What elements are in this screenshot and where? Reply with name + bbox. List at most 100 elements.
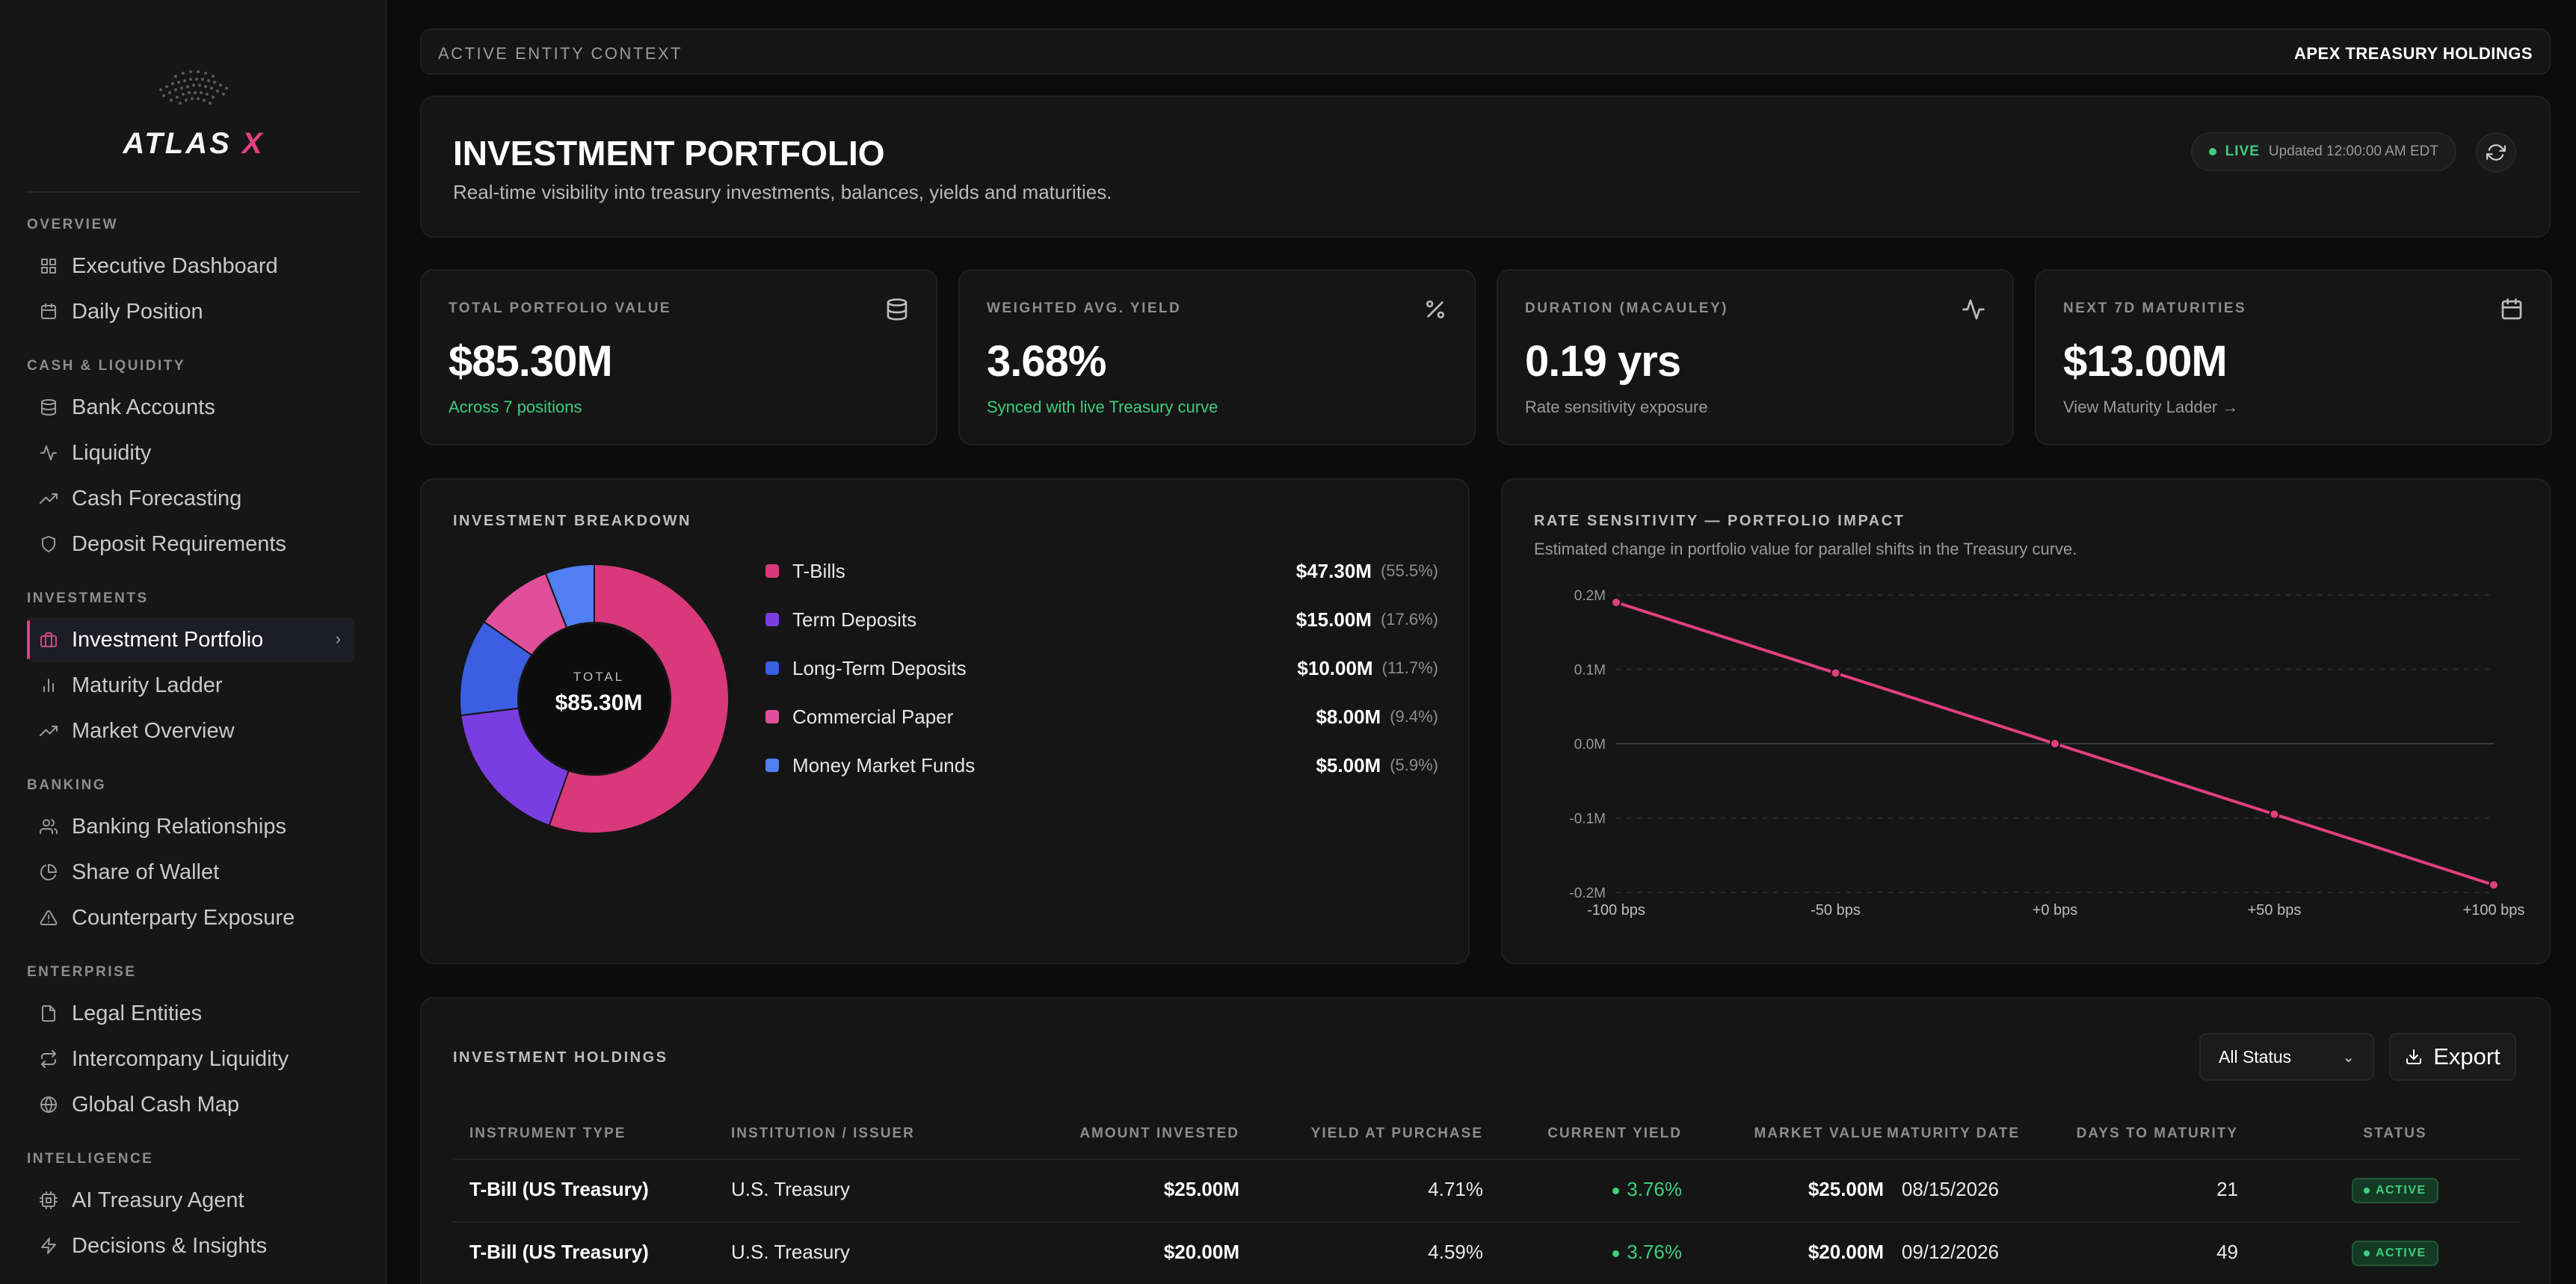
legend-name: Long-Term Deposits — [792, 656, 967, 679]
table-row-instrument[interactable]: T-Bill (US Treasury) — [469, 1178, 649, 1200]
table-row-market-value: $25.00M — [1808, 1178, 1884, 1200]
globe-icon — [39, 1095, 58, 1114]
live-status-pill: LIVE Updated 12:00:00 AM EDT — [2190, 132, 2456, 171]
legend-swatch — [765, 661, 779, 675]
brand-logo[interactable]: ATLAS X — [0, 52, 387, 172]
legend-value: $10.00M — [1297, 656, 1373, 679]
y-tick-label: 0.0M — [1574, 737, 1606, 753]
sidebar-item-bank-accounts[interactable]: Bank Accounts — [27, 385, 354, 430]
download-icon — [2406, 1049, 2422, 1064]
entity-context-bar: ACTIVE ENTITY CONTEXT APEX TREASURY HOLD… — [420, 28, 2551, 75]
kpi-value: $13.00M — [2063, 337, 2228, 386]
column-header-instrument[interactable]: INSTRUMENT TYPE — [469, 1126, 626, 1141]
nav-section-overview: OVERVIEW — [27, 217, 119, 232]
data-point[interactable] — [2050, 738, 2060, 749]
sidebar-item-maturity-ladder[interactable]: Maturity Ladder — [27, 663, 354, 708]
data-point[interactable] — [2269, 809, 2280, 820]
column-header-status[interactable]: STATUS — [2363, 1126, 2427, 1141]
legend-swatch — [765, 564, 779, 578]
column-header-maturity-date[interactable]: MATURITY DATE — [1887, 1126, 2020, 1141]
sidebar-item-label: Bank Accounts — [72, 395, 215, 419]
nav-section-enterprise: ENTERPRISE — [27, 964, 137, 980]
sidebar-item-banking-relationships[interactable]: Banking Relationships — [27, 804, 354, 849]
page-header: INVESTMENT PORTFOLIO Real-time visibilit… — [420, 96, 2551, 238]
table-row-instrument[interactable]: T-Bill (US Treasury) — [469, 1241, 649, 1263]
table-row-maturity-date: 08/15/2026 — [1901, 1178, 1999, 1200]
y-tick-label: -0.1M — [1569, 812, 1606, 827]
nav-section-banking: BANKING — [27, 777, 107, 793]
chevron-right-icon: › — [335, 629, 341, 648]
sidebar-item-share-of-wallet[interactable]: Share of Wallet — [27, 850, 354, 895]
chevron-down-icon: ⌄ — [2342, 1049, 2355, 1066]
sidebar-item-label: Liquidity — [72, 440, 152, 465]
context-entity-name[interactable]: APEX TREASURY HOLDINGS — [2293, 44, 2533, 63]
cpu-icon — [39, 1191, 58, 1210]
kpi-label: NEXT 7D MATURITIES — [2063, 300, 2247, 316]
legend-name: Term Deposits — [792, 608, 917, 631]
sidebar-item-executive-dashboard[interactable]: Executive Dashboard — [27, 244, 354, 288]
legend-item-money-market-funds[interactable]: Money Market Funds $5.00M (5.9%) — [765, 750, 1438, 780]
sidebar-item-daily-position[interactable]: Daily Position — [27, 289, 354, 334]
column-header-yield-purchase[interactable]: YIELD AT PURCHASE — [1310, 1126, 1483, 1141]
sidebar-item-legal-entities[interactable]: Legal Entities — [27, 991, 354, 1036]
refresh-button[interactable] — [2476, 132, 2516, 173]
legend-item-long-term-deposits[interactable]: Long-Term Deposits $10.00M (11.7%) — [765, 653, 1438, 683]
sidebar-item-ai-treasury-agent[interactable]: AI Treasury Agent — [27, 1178, 354, 1223]
legend-item-commercial-paper[interactable]: Commercial Paper $8.00M (9.4%) — [765, 702, 1438, 732]
data-point[interactable] — [1830, 667, 1841, 679]
y-tick-label: -0.2M — [1569, 886, 1606, 901]
sidebar-item-liquidity[interactable]: Liquidity — [27, 430, 354, 475]
sidebar-item-decisions-insights[interactable]: Decisions & Insights — [27, 1223, 354, 1268]
kpi-label: DURATION (MACAULEY) — [1525, 300, 1728, 316]
globe-logo-icon — [159, 70, 228, 105]
x-tick-label: -100 bps — [1587, 902, 1645, 919]
sidebar-item-label: Executive Dashboard — [72, 253, 278, 278]
sidebar-item-label: Counterparty Exposure — [72, 905, 295, 930]
donut-slice-t-bills[interactable] — [548, 563, 730, 834]
legend-swatch — [765, 710, 779, 723]
sidebar-item-investment-portfolio[interactable]: Investment Portfolio › — [27, 617, 354, 662]
donut-slice-money-market-funds[interactable] — [544, 563, 595, 629]
page-subtitle: Real-time visibility into treasury inves… — [453, 181, 1112, 203]
legend-name: Money Market Funds — [792, 753, 976, 777]
status-filter-select[interactable]: All Status ⌄ — [2199, 1033, 2374, 1081]
sidebar-item-cash-forecasting[interactable]: Cash Forecasting — [27, 476, 354, 521]
sidebar-item-label: AI Treasury Agent — [72, 1188, 244, 1212]
column-header-amount[interactable]: AMOUNT INVESTED — [1079, 1126, 1239, 1141]
column-header-days-to-maturity[interactable]: DAYS TO MATURITY — [2076, 1126, 2238, 1141]
column-header-market-value[interactable]: MARKET VALUE — [1754, 1126, 1884, 1141]
sidebar-item-label: Intercompany Liquidity — [72, 1046, 289, 1071]
page-title: INVESTMENT PORTFOLIO — [453, 134, 885, 173]
calendar-icon — [2500, 297, 2524, 325]
export-label: Export — [2433, 1043, 2500, 1070]
data-point[interactable] — [2489, 880, 2499, 891]
legend-item-term-deposits[interactable]: Term Deposits $15.00M (17.6%) — [765, 605, 1438, 635]
sidebar-item-intercompany-liquidity[interactable]: Intercompany Liquidity — [27, 1037, 354, 1081]
data-point[interactable] — [1611, 596, 1621, 608]
export-button[interactable]: Export — [2389, 1033, 2516, 1081]
sidebar-item-deposit-requirements[interactable]: Deposit Requirements — [27, 522, 354, 567]
sidebar-item-market-overview[interactable]: Market Overview — [27, 709, 354, 753]
bar-chart-icon — [39, 676, 58, 695]
legend-value: $8.00M — [1316, 705, 1381, 728]
briefcase-icon — [39, 630, 58, 649]
zap-icon — [39, 1236, 58, 1256]
sidebar-item-label: Market Overview — [72, 718, 235, 743]
section-title: INVESTMENT BREAKDOWN — [453, 513, 691, 529]
kpi-card-duration: DURATION (MACAULEY) 0.19 yrs Rate sensit… — [1497, 269, 2014, 445]
rate-sensitivity-card: RATE SENSITIVITY — PORTFOLIO IMPACT Esti… — [1501, 478, 2551, 964]
sidebar-item-label: Investment Portfolio — [72, 627, 264, 652]
kpi-value: $85.30M — [449, 337, 613, 386]
refresh-icon — [2486, 144, 2506, 161]
sidebar-item-label: Maturity Ladder — [72, 673, 223, 697]
legend-item-t-bills[interactable]: T-Bills $47.30M (55.5%) — [765, 556, 1438, 586]
column-header-current-yield[interactable]: CURRENT YIELD — [1547, 1126, 1682, 1141]
table-row-maturity-date: 09/12/2026 — [1901, 1241, 1999, 1263]
alert-triangle-icon — [39, 908, 58, 927]
sidebar-item-counterparty-exposure[interactable]: Counterparty Exposure — [27, 895, 354, 940]
sidebar-item-global-cash-map[interactable]: Global Cash Map — [27, 1082, 354, 1127]
view-maturity-ladder-link[interactable]: View Maturity Ladder → — [2063, 398, 2239, 416]
database-icon — [39, 398, 58, 417]
table-row-amount: $20.00M — [1163, 1241, 1239, 1263]
column-header-issuer[interactable]: INSTITUTION / ISSUER — [731, 1126, 915, 1141]
